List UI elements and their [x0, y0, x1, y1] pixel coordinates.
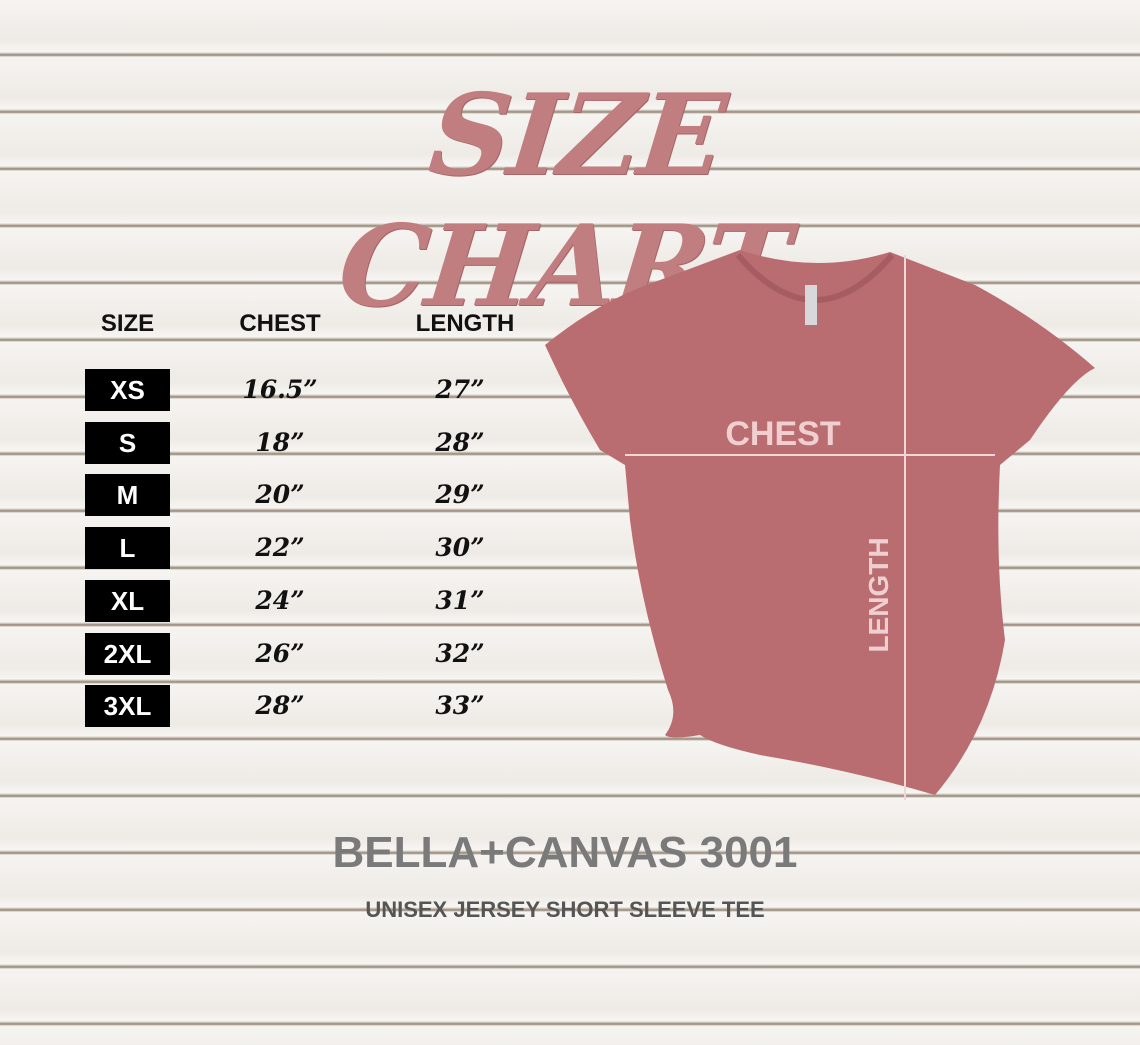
- product-subtitle: UNISEX JERSEY SHORT SLEEVE TEE: [365, 897, 765, 922]
- size-row: M 20” 29”: [0, 474, 540, 517]
- size-badge: XL: [85, 579, 170, 622]
- length-value: 31”: [435, 585, 485, 615]
- chest-value: 22”: [255, 533, 305, 563]
- chest-value: 28”: [255, 691, 305, 721]
- chest-value: 24”: [255, 585, 305, 615]
- size-row: XS 16.5” 27”: [0, 369, 540, 411]
- size-row: S 18” 28”: [0, 421, 540, 464]
- size-badge: L: [85, 527, 170, 570]
- length-value: 29”: [435, 480, 485, 510]
- length-value: 33”: [435, 691, 485, 721]
- chest-value: 16.5”: [242, 375, 318, 404]
- size-row: 3XL 28” 33”: [0, 685, 540, 728]
- chest-value: 26”: [255, 638, 305, 668]
- size-row: XL 24” 31”: [0, 579, 540, 622]
- length-value: 32”: [435, 638, 485, 668]
- length-value: 27”: [435, 375, 485, 404]
- length-value: 30”: [435, 533, 485, 563]
- size-badge: 3XL: [85, 685, 170, 728]
- size-badge: S: [85, 421, 170, 464]
- chest-label: CHEST: [725, 415, 840, 453]
- chest-value: 18”: [255, 427, 305, 457]
- length-label: LENGTH: [863, 537, 894, 652]
- size-badge: XS: [85, 369, 170, 411]
- brand-name: BELLA+CANVAS 3001: [332, 828, 798, 877]
- chest-value: 20”: [255, 480, 305, 510]
- header-length: LENGTH: [415, 310, 515, 337]
- size-row: L 22” 30”: [0, 527, 540, 570]
- length-value: 28”: [435, 427, 485, 457]
- size-row: 2XL 26” 32”: [0, 632, 540, 675]
- tag: [805, 285, 817, 325]
- size-badge: 2XL: [85, 632, 170, 675]
- header-size: SIZE: [100, 310, 155, 337]
- header-chest: CHEST: [239, 310, 321, 337]
- tshirt-image: [545, 250, 1095, 795]
- size-badge: M: [85, 474, 170, 517]
